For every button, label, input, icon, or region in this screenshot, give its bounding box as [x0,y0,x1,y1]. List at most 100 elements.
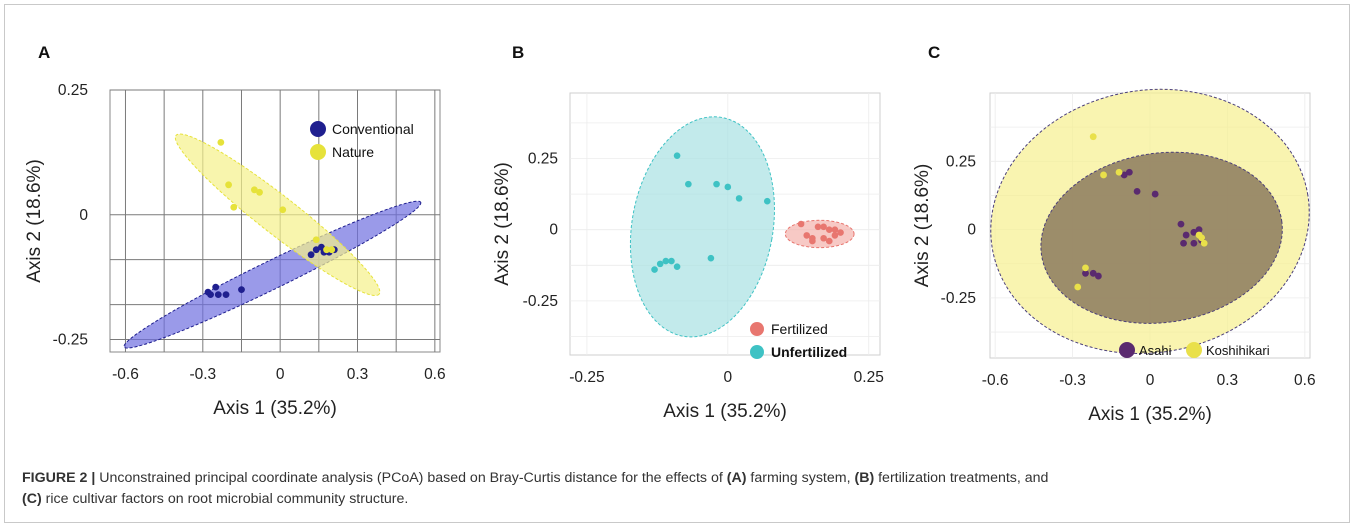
data-point-unfertilized [735,195,743,202]
panel-b: B -0.25 0 0.25 0.25 0 -0.25 Axis 1 (35.2%) Axis … [492,43,884,422]
data-point-conventional [307,251,315,259]
data-point-fertilized [820,223,827,231]
confidence-ellipse-unfertilized [629,116,775,338]
legend-label: Conventional [332,121,414,137]
data-point-unfertilized [651,266,658,273]
confidence-ellipse-conventional [123,200,422,349]
confidence-ellipse-asahi [1040,151,1283,324]
x-tick-label: -0.6 [982,372,1009,389]
data-point-conventional [238,286,245,294]
data-point-asahi [1094,272,1102,280]
x-tick-label: -0.3 [1059,372,1086,389]
y-tick-label: 0.25 [946,153,976,170]
x-tick-label: -0.3 [189,366,216,383]
data-point-nature [256,188,263,196]
figure-caption: FIGURE 2 | Unconstrained principal coord… [22,468,1332,510]
x-tick-label: -0.25 [569,369,604,386]
y-tick-label: -0.25 [941,290,976,307]
x-tick-label: 0.6 [424,366,446,383]
panel-label: A [38,43,50,62]
data-point-conventional [318,243,325,251]
data-point-conventional [212,283,220,291]
x-axis-title: Axis 1 (35.2%) [663,401,787,422]
legend-marker [1119,342,1135,358]
legend: Fertilized Unfertilized [750,321,847,360]
data-point-conventional [207,291,214,299]
data-point-unfertilized [724,183,732,191]
data-point-unfertilized [673,263,681,271]
x-tick-label: 0.6 [1294,372,1316,389]
panel-a: A -0.6 -0.3 0 0.3 0.6 0.25 0 -0.25 Axis 1 (35.2%)… [24,43,446,419]
data-point-nature [312,236,320,244]
data-point-asahi [1120,171,1128,179]
data-point-asahi [1125,168,1133,176]
y-tick-label: 0 [967,222,976,239]
x-tick-label: 0.3 [1217,372,1239,389]
data-point-nature [328,246,336,254]
legend-label: Nature [332,144,374,160]
caption-ref-b: (B) [854,470,875,486]
data-point-nature [230,203,238,211]
caption-ref-a: (A) [726,470,747,486]
data-point-fertilized [831,226,839,233]
data-point-nature [279,206,287,214]
data-point-fertilized [820,234,827,242]
y-tick-label: 0.25 [58,82,88,99]
data-point-koshihikari [1100,171,1107,179]
data-point-unfertilized [713,180,720,188]
y-axis-title: Axis 2 (18.6%) [912,164,933,288]
x-tick-label: 0 [276,366,285,383]
legend-label: Fertilized [771,321,828,337]
legend-marker [310,121,326,137]
data-point-koshihikari [1198,234,1206,242]
data-point-asahi [1133,187,1141,195]
data-point-fertilized [825,237,833,245]
data-point-koshihikari [1200,239,1208,247]
data-point-asahi [1177,220,1185,228]
legend-label: Unfertilized [771,344,847,360]
legend-marker [750,322,764,336]
data-point-asahi [1190,228,1198,236]
data-point-asahi [1089,269,1097,277]
data-point-unfertilized [668,257,675,265]
x-tick-label: 0 [724,369,733,386]
data-point-asahi [1182,231,1190,239]
data-point-unfertilized [685,180,692,188]
panel-label: C [928,43,940,62]
data-point-koshihikari [1082,264,1089,272]
x-tick-label: 0.3 [347,366,369,383]
data-point-nature [250,186,258,194]
data-point-nature [217,139,225,146]
legend-marker [310,144,326,160]
panel-label: B [512,43,524,62]
x-tick-label: 0 [1146,372,1155,389]
caption-figure-label: FIGURE 2 | [22,470,96,486]
caption-text-3: fertilization treatments, and [874,470,1049,486]
data-point-fertilized [825,226,833,233]
caption-text-2: farming system, [746,470,855,486]
data-point-asahi [1180,239,1187,247]
data-point-fertilized [831,232,839,239]
x-axis-title: Axis 1 (35.2%) [1088,404,1212,425]
data-point-conventional [312,246,320,254]
data-point-asahi [1082,269,1089,277]
data-point-nature [323,246,330,254]
y-tick-label: -0.25 [53,332,88,349]
data-point-asahi [1190,239,1198,247]
data-point-koshihikari [1074,283,1082,291]
legend-marker [1186,342,1202,358]
y-axis-title: Axis 2 (18.6%) [492,162,513,286]
caption-text-4: rice cultivar factors on root microbial … [41,491,409,507]
x-axis-title: Axis 1 (35.2%) [213,398,337,419]
caption-ref-c: (C) [22,491,42,507]
data-point-fertilized [837,229,844,236]
y-tick-label: -0.25 [523,293,558,310]
data-point-unfertilized [763,197,771,205]
data-point-asahi [1195,226,1203,233]
data-point-nature [225,181,232,189]
y-tick-label: 0.25 [528,151,558,168]
data-point-unfertilized [656,260,664,268]
data-point-fertilized [809,234,816,242]
y-tick-label: 0 [549,222,558,239]
